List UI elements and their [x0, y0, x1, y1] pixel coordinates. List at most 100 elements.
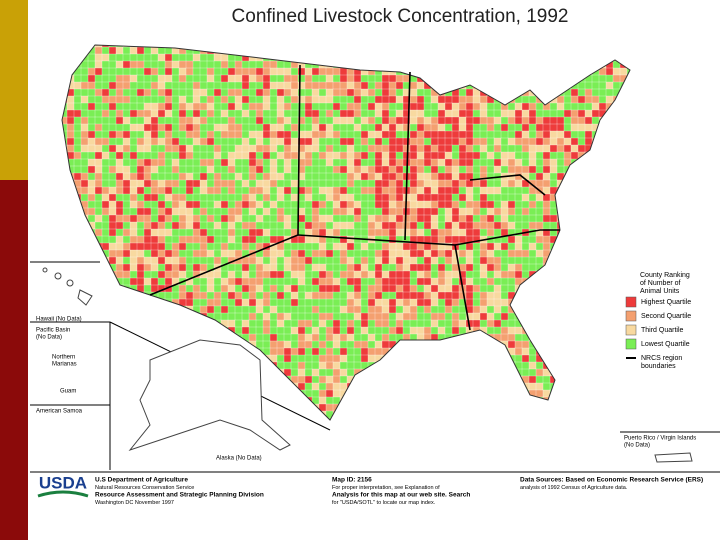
county-cell	[535, 158, 544, 167]
county-cell	[199, 277, 208, 286]
county-cell	[297, 242, 306, 251]
county-cell	[584, 130, 593, 139]
county-cell	[311, 375, 320, 384]
county-cell	[409, 165, 418, 174]
county-cell	[311, 67, 320, 76]
county-cell	[304, 361, 313, 370]
county-cell	[227, 298, 236, 307]
county-cell	[290, 270, 299, 279]
county-cell	[122, 116, 131, 125]
county-cell	[129, 151, 138, 160]
county-cell	[269, 326, 278, 335]
county-cell	[122, 165, 131, 174]
county-cell	[367, 284, 376, 293]
county-cell	[80, 123, 89, 132]
county-cell	[122, 256, 131, 265]
county-cell	[311, 88, 320, 97]
county-cell	[430, 137, 439, 146]
county-cell	[178, 235, 187, 244]
county-cell	[472, 214, 481, 223]
county-cell	[108, 165, 117, 174]
county-cell	[486, 256, 495, 265]
county-cell	[388, 123, 397, 132]
county-cell	[416, 123, 425, 132]
county-cell	[318, 172, 327, 181]
county-cell	[164, 186, 173, 195]
county-cell	[472, 207, 481, 216]
county-cell	[444, 284, 453, 293]
county-cell	[318, 158, 327, 167]
county-cell	[157, 186, 166, 195]
county-cell	[353, 137, 362, 146]
county-cell	[122, 67, 131, 76]
county-cell	[178, 165, 187, 174]
county-cell	[262, 228, 271, 237]
county-cell	[227, 312, 236, 321]
county-cell	[444, 116, 453, 125]
inset-label: Northern	[52, 355, 75, 361]
county-cell	[388, 116, 397, 125]
county-cell	[283, 242, 292, 251]
county-cell	[241, 207, 250, 216]
county-cell	[535, 375, 544, 384]
county-cell	[255, 102, 264, 111]
county-cell	[486, 242, 495, 251]
county-cell	[577, 81, 586, 90]
county-cell	[318, 207, 327, 216]
county-cell	[248, 95, 257, 104]
county-cell	[430, 263, 439, 272]
county-cell	[262, 333, 271, 342]
county-cell	[220, 214, 229, 223]
county-cell	[234, 312, 243, 321]
county-cell	[479, 263, 488, 272]
county-cell	[367, 74, 376, 83]
county-cell	[514, 109, 523, 118]
county-cell	[220, 186, 229, 195]
county-cell	[346, 214, 355, 223]
county-cell	[150, 116, 159, 125]
county-cell	[213, 137, 222, 146]
county-cell	[346, 95, 355, 104]
county-cell	[255, 172, 264, 181]
county-cell	[283, 333, 292, 342]
county-cell	[143, 221, 152, 230]
county-cell	[395, 151, 404, 160]
county-cell	[199, 228, 208, 237]
county-cell	[122, 46, 131, 55]
county-cell	[493, 123, 502, 132]
county-cell	[486, 263, 495, 272]
county-cell	[227, 249, 236, 258]
county-cell	[185, 165, 194, 174]
county-cell	[500, 305, 509, 314]
county-cell	[514, 123, 523, 132]
county-cell	[262, 305, 271, 314]
county-cell	[283, 116, 292, 125]
county-cell	[164, 158, 173, 167]
county-cell	[409, 312, 418, 321]
county-cell	[374, 81, 383, 90]
puerto-rico-shape	[654, 452, 693, 463]
county-cell	[276, 312, 285, 321]
county-cell	[556, 109, 565, 118]
county-cell	[199, 179, 208, 188]
county-cell	[479, 165, 488, 174]
county-cell	[94, 151, 103, 160]
county-cell	[199, 298, 208, 307]
county-cell	[507, 221, 516, 230]
county-cell	[423, 186, 432, 195]
county-cell	[269, 249, 278, 258]
county-cell	[395, 179, 404, 188]
county-cell	[318, 193, 327, 202]
county-cell	[304, 109, 313, 118]
county-cell	[122, 144, 131, 153]
county-cell	[185, 298, 194, 307]
county-cell	[332, 256, 341, 265]
county-cell	[346, 242, 355, 251]
county-cell	[269, 109, 278, 118]
county-cell	[472, 249, 481, 258]
county-cell	[339, 375, 348, 384]
county-cell	[535, 368, 544, 377]
county-cell	[374, 326, 383, 335]
county-cell	[136, 242, 145, 251]
county-cell	[395, 95, 404, 104]
